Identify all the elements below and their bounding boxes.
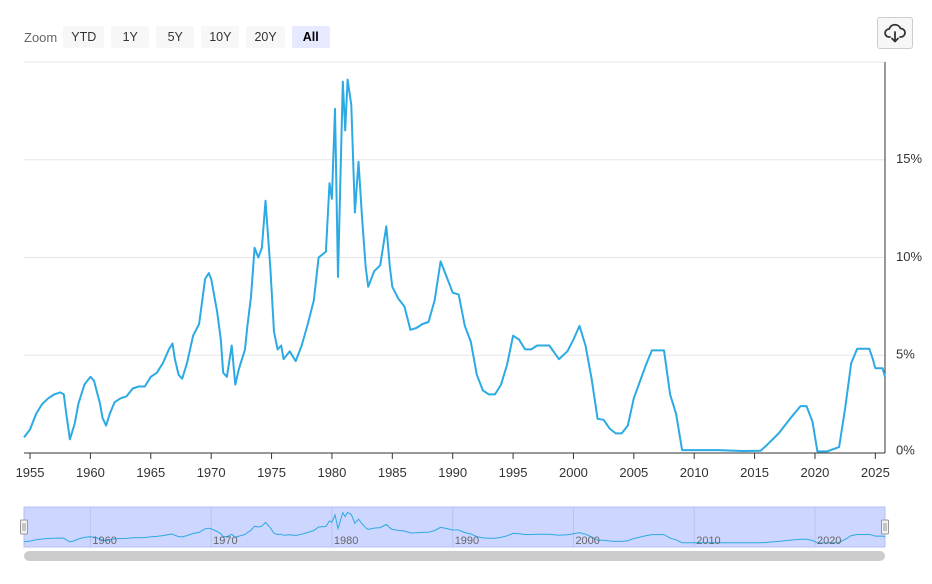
navigator-tick-label: 1970 xyxy=(213,535,237,547)
navigator-axis-labels: 1960 1970 1980 1990 2000 2010 2020 xyxy=(92,535,841,547)
x-tick-label: 2015 xyxy=(740,465,769,480)
y-tick-label: 15% xyxy=(896,151,922,166)
navigator-tick-label: 1960 xyxy=(92,535,116,547)
zoom-ytd-button[interactable]: YTD xyxy=(63,26,105,48)
cloud-download-icon xyxy=(884,23,906,43)
zoom-all-button[interactable]: All xyxy=(291,26,330,48)
navigator-tick-label: 2010 xyxy=(696,535,720,547)
navigator-tick-label: 2020 xyxy=(817,535,841,547)
x-tick-label: 2025 xyxy=(861,465,890,480)
zoom-20y-button[interactable]: 20Y xyxy=(246,26,285,48)
series-line xyxy=(23,78,886,453)
x-tick-label: 1960 xyxy=(76,465,105,480)
navigator-handle-right[interactable] xyxy=(881,519,889,535)
navigator-tick-label: 1980 xyxy=(334,535,358,547)
x-tick-label: 2005 xyxy=(619,465,648,480)
x-tick-label: 1990 xyxy=(438,465,467,480)
y-tick-label: 10% xyxy=(896,249,922,264)
download-button[interactable] xyxy=(877,17,913,49)
x-tick-label: 1970 xyxy=(197,465,226,480)
navigator-handle-left[interactable] xyxy=(20,519,28,535)
handle-grip[interactable] xyxy=(20,519,28,535)
navigator-grid xyxy=(89,507,816,547)
navigator[interactable]: 1960 1970 1980 1990 2000 2010 2020 xyxy=(20,506,889,548)
x-tick-label: 1965 xyxy=(136,465,165,480)
x-axis-labels: 1955 1960 1965 1970 1975 1980 1985 1990 1995 2000… xyxy=(16,453,890,480)
navigator-tick-label: 2000 xyxy=(575,535,599,547)
x-tick-label: 1995 xyxy=(499,465,528,480)
x-tick-label: 2020 xyxy=(800,465,829,480)
x-tick-label: 1980 xyxy=(317,465,346,480)
navigator-series-line xyxy=(23,511,886,544)
zoom-1y-button[interactable]: 1Y xyxy=(111,26,150,48)
x-tick-label: 2000 xyxy=(559,465,588,480)
scrollbar[interactable] xyxy=(24,551,885,561)
grid-lines xyxy=(24,61,885,454)
navigator-tick-label: 1990 xyxy=(455,535,479,547)
zoom-5y-button[interactable]: 5Y xyxy=(156,26,195,48)
zoom-10y-button[interactable]: 10Y xyxy=(201,26,240,48)
range-selector: Zoom YTD 1Y 5Y 10Y 20Y All xyxy=(24,26,337,48)
navigator-selection[interactable] xyxy=(23,506,886,548)
x-tick-label: 2010 xyxy=(680,465,709,480)
handle-grip[interactable] xyxy=(881,519,889,535)
zoom-label: Zoom xyxy=(24,29,58,45)
y-tick-label: 5% xyxy=(896,347,915,362)
x-tick-label: 1975 xyxy=(257,465,286,480)
y-axis-labels: 0% 5% 10% 15% xyxy=(896,151,922,457)
x-tick-label: 1955 xyxy=(16,465,45,480)
y-tick-label: 0% xyxy=(896,442,915,457)
x-tick-label: 1985 xyxy=(378,465,407,480)
